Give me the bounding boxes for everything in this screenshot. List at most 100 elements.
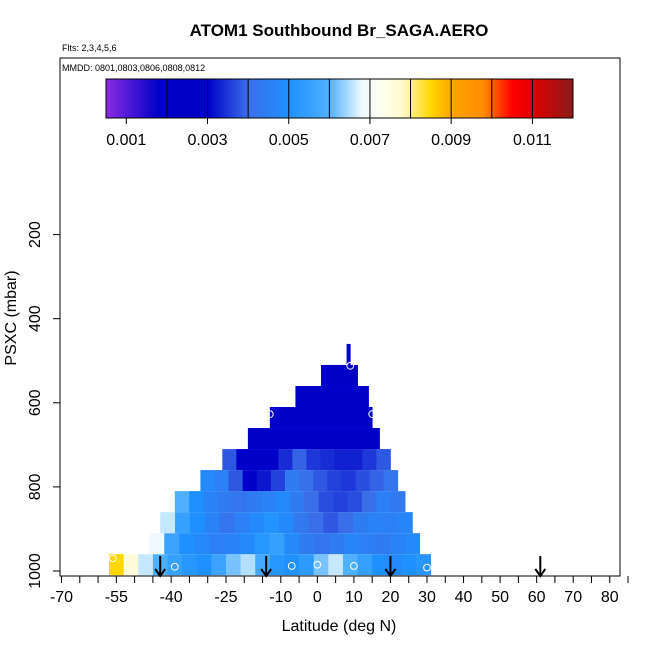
- x-tick-label: -55: [105, 589, 128, 606]
- heatmap-cell: [214, 470, 229, 492]
- heatmap-cell: [334, 449, 349, 471]
- heatmap-cells: [109, 343, 432, 576]
- heatmap-cell: [275, 491, 291, 513]
- x-tick-label: 40: [455, 589, 473, 606]
- heatmap-cell: [376, 491, 392, 513]
- x-tick-label: 30: [418, 589, 436, 606]
- heatmap-cell: [261, 491, 276, 513]
- sample-markers: [108, 361, 431, 572]
- heatmap-cell: [292, 449, 307, 471]
- heatmap-cell: [123, 554, 139, 576]
- heatmap-cell: [277, 428, 293, 450]
- heatmap-cell: [404, 533, 421, 555]
- sample-marker: [287, 562, 296, 570]
- heatmap-cell: [196, 554, 212, 576]
- x-tick-label: 70: [564, 589, 582, 606]
- heatmap-cell: [278, 512, 295, 534]
- heatmap-cell: [401, 554, 417, 576]
- heatmap-cell: [328, 554, 344, 576]
- heatmap-cell: [353, 512, 369, 534]
- heatmap-cell: [359, 533, 376, 555]
- x-tick-label: -25: [214, 589, 237, 606]
- heatmap-cell: [228, 470, 244, 492]
- heatmap-cell: [357, 554, 373, 576]
- heatmap-cell: [310, 385, 326, 408]
- heatmap-cell: [304, 491, 320, 513]
- heatmap-cell: [284, 470, 300, 492]
- x-tick-label: -40: [160, 589, 183, 606]
- sample-marker: [108, 554, 117, 563]
- heatmap-cell: [284, 533, 300, 555]
- heatmap-cell: [344, 533, 360, 555]
- colorbar-tick-label: 0.007: [350, 132, 390, 149]
- heatmap-cell: [328, 407, 344, 429]
- heatmap-cell: [321, 364, 334, 386]
- heatmap-cell: [225, 554, 241, 576]
- y-tick-label: 1000: [27, 553, 44, 589]
- heatmap-cell: [247, 428, 263, 450]
- heatmap-cell: [321, 428, 337, 450]
- heatmap-cell: [362, 449, 377, 471]
- heatmap-cell: [347, 491, 363, 513]
- heatmap-cell: [174, 491, 190, 513]
- heatmap-cell: [219, 512, 235, 534]
- heatmap-cell: [256, 470, 272, 492]
- heatmap-cell: [179, 533, 195, 555]
- heatmap-cell: [222, 449, 237, 471]
- heatmap-cell: [333, 491, 348, 513]
- heatmap-cell: [164, 533, 180, 555]
- colorbar-tick-label: 0.003: [187, 132, 227, 149]
- heatmap-cell: [416, 554, 432, 576]
- colorbar-tick-label: 0.009: [431, 132, 471, 149]
- heatmap-cell: [189, 491, 204, 513]
- heatmap-cell: [308, 512, 324, 534]
- heatmap-cell: [346, 343, 351, 365]
- sample-marker: [350, 562, 358, 570]
- y-axis-label: PSXC (mbar): [3, 270, 20, 365]
- heatmap-cell: [299, 554, 315, 576]
- heatmap-cell: [264, 449, 279, 471]
- heatmap-cell: [313, 407, 329, 429]
- heatmap-cell: [329, 533, 345, 555]
- heatmap-cell: [327, 470, 342, 492]
- colorbar-tick-label: 0.001: [106, 132, 146, 149]
- sample-marker: [368, 410, 377, 419]
- heatmap-cell: [353, 385, 369, 408]
- heatmap-cell: [242, 470, 258, 492]
- heatmap-cell: [284, 407, 300, 429]
- heatmap-cell: [211, 554, 227, 576]
- heatmap-cell: [314, 533, 330, 555]
- heatmap-cell: [350, 428, 366, 450]
- heatmap-cell: [342, 407, 358, 429]
- heatmap-cell: [306, 449, 321, 471]
- heatmap-cell: [364, 428, 380, 450]
- heatmap-cell: [232, 491, 248, 513]
- x-tick-label: 20: [382, 589, 400, 606]
- heatmap-cell: [269, 407, 285, 429]
- arrow-marker: [534, 556, 547, 578]
- sample-marker: [423, 563, 431, 572]
- heatmap-cell: [224, 533, 240, 555]
- heatmap-cell: [345, 364, 358, 386]
- x-axis-label: Latitude (deg N): [282, 618, 397, 635]
- heatmap-cell: [262, 428, 278, 450]
- sample-marker: [313, 560, 322, 569]
- heatmap-cell: [149, 533, 165, 555]
- heatmap-cell: [291, 428, 307, 450]
- heatmap-cell: [167, 554, 183, 576]
- dates-annotation: MMDD: 0801,0803,0806,0808,0812: [62, 63, 205, 73]
- heatmap-cell: [138, 554, 154, 576]
- colorbar-ticks: 0.001 0.003 0.005 0.007 0.009 0.011: [106, 118, 552, 149]
- heatmap-cell: [175, 512, 191, 534]
- x-tick-label: 80: [601, 589, 619, 606]
- heatmap-cell: [194, 533, 210, 555]
- sample-marker: [346, 361, 355, 370]
- sample-marker: [170, 562, 179, 571]
- heatmap-cell: [200, 470, 215, 492]
- heatmap-cell: [299, 470, 314, 492]
- chart-title: ATOM1 Southbound Br_SAGA.AERO: [190, 21, 489, 40]
- y-axis: 200 400 600 800 1000: [27, 221, 60, 589]
- heatmap-cell: [299, 533, 315, 555]
- heatmap-cell: [209, 533, 225, 555]
- x-tick-label: 50: [491, 589, 509, 606]
